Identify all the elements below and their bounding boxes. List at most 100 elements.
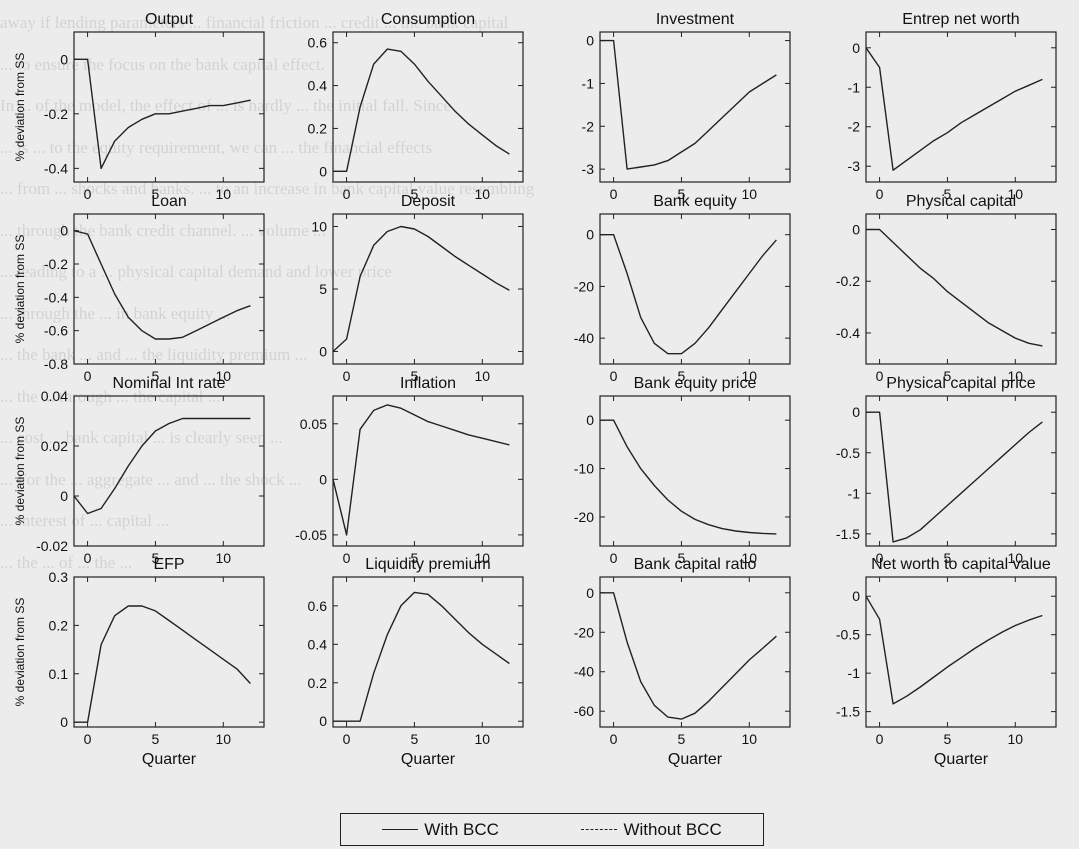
y-tick-label: 0.2: [49, 617, 69, 633]
x-tick-label: 10: [741, 368, 757, 384]
axes-box: [599, 31, 791, 183]
y-tick-label: -0.2: [836, 273, 860, 289]
y-tick-label: -40: [574, 330, 594, 346]
x-tick-label: 0: [84, 368, 92, 384]
x-tick-label: 0: [84, 731, 92, 747]
y-tick-label: 0.4: [308, 78, 328, 94]
x-tick-label: 5: [944, 186, 952, 202]
subplot-consumption: Consumption 0 5 10 0 0.2 0.4 0.6: [308, 11, 524, 202]
axes-box: [73, 395, 265, 547]
subplot-bank-equity: Bank equity 0 5 10 0 -20 -40: [574, 193, 791, 384]
x-tick-label: 10: [741, 731, 757, 747]
subplot-deposit: Deposit 0 5 10 0 5 10: [311, 193, 524, 384]
subplot-title: Bank equity: [653, 193, 737, 210]
y-tick-label: -20: [574, 509, 594, 525]
subplot-title: Bank equity price: [634, 375, 757, 392]
subplot-efp: EFP 0 5 10 0.3 0.2 0.1 0 % deviation from SS Quar…: [13, 556, 265, 768]
x-tick-label: 10: [741, 186, 757, 202]
y-tick-label: -0.5: [836, 445, 860, 461]
y-axis-label: % deviation from SS: [13, 235, 27, 344]
subplot-title: Net worth to capital value: [871, 556, 1051, 573]
x-tick-label: 5: [152, 550, 160, 566]
x-tick-label: 5: [411, 186, 419, 202]
axes-box: [332, 31, 524, 183]
background-text-line: ... through the ... in bank equity ...: [0, 303, 231, 323]
series-line-with-bcc: [332, 225, 510, 353]
y-axis-label: % deviation from SS: [13, 417, 27, 526]
y-tick-label: 0: [852, 222, 860, 238]
subplot-title: Deposit: [401, 193, 456, 210]
series-line-with-bcc: [74, 605, 251, 723]
y-tick-label: 0.6: [308, 35, 328, 51]
subplot-title: Nominal Int rate: [113, 375, 226, 392]
y-tick-label: 0: [60, 223, 68, 239]
axes-box: [599, 576, 791, 728]
x-tick-label: 5: [152, 368, 160, 384]
subplot-title: Inflation: [400, 375, 456, 392]
y-tick-label: 0: [60, 51, 68, 67]
x-axis-label: Quarter: [934, 751, 989, 768]
background-text-line: ... interest of ... capital ...: [0, 511, 170, 530]
x-tick-label: 10: [215, 731, 231, 747]
subplot-physical-capital-price: Physical capital price 0 5 10 0 -0.5 -1 -1.5: [836, 375, 1057, 566]
x-tick-label: 10: [215, 550, 231, 566]
series-line-with-bcc: [600, 592, 777, 720]
x-tick-label: 0: [876, 186, 884, 202]
y-tick-label: -0.8: [44, 356, 68, 372]
y-tick-label: -0.6: [44, 323, 68, 339]
x-tick-label: 10: [1007, 550, 1023, 566]
x-tick-label: 10: [474, 550, 490, 566]
axes-box: [865, 213, 1057, 365]
y-tick-label: -2: [848, 119, 861, 135]
x-tick-label: 0: [876, 731, 884, 747]
subplot-physical-capital: Physical capital 0 5 10 0 -0.2 -0.4: [836, 193, 1057, 384]
axes-box: [599, 395, 791, 547]
x-tick-label: 0: [610, 186, 618, 202]
x-tick-label: 5: [678, 368, 686, 384]
y-tick-label: -1: [848, 485, 861, 501]
x-tick-label: 5: [411, 368, 419, 384]
x-tick-label: 10: [474, 731, 490, 747]
axes-box: [865, 31, 1057, 183]
x-tick-label: 0: [343, 186, 351, 202]
subplot-entrep-net-worth: Entrep net worth 0 5 10 0 -1 -2 -3: [848, 11, 1057, 202]
series-line-with-bcc: [865, 47, 1043, 171]
subplot-title: Output: [145, 11, 194, 28]
y-tick-label: 0: [586, 227, 594, 243]
axes-box: [73, 213, 265, 365]
x-tick-label: 0: [84, 186, 92, 202]
y-tick-label: -40: [574, 664, 594, 680]
y-tick-label: -20: [574, 624, 594, 640]
legend-swatch-solid: [382, 829, 419, 830]
series-line-with-bcc: [600, 419, 777, 535]
series-line-with-bcc: [866, 228, 1043, 347]
x-tick-label: 0: [876, 368, 884, 384]
x-tick-label: 5: [678, 550, 686, 566]
subplot-nominal-int-rate: Nominal Int rate 0 5 10 0.04 0.02 0 -0.02 % devi…: [13, 375, 265, 566]
series-line-with-bcc: [600, 39, 777, 170]
subplot-title: Physical capital: [906, 193, 1016, 210]
series-line-with-bcc: [866, 411, 1043, 543]
x-tick-label: 5: [152, 186, 160, 202]
y-tick-label: 0: [586, 412, 594, 428]
background-text-line: ... the ... of ... the ...: [0, 552, 133, 572]
background-text-line: ... from ... shocks and banks. ... to an…: [0, 179, 535, 198]
axes-box: [73, 31, 265, 183]
x-tick-label: 10: [474, 368, 490, 384]
y-axis-label: % deviation from SS: [13, 53, 27, 162]
x-tick-label: 0: [343, 368, 351, 384]
background-text-line: ... is ... to the equity requirement, we…: [0, 137, 433, 157]
x-tick-label: 0: [84, 550, 92, 566]
x-tick-label: 10: [741, 550, 757, 566]
background-text-line: ... cost ... bank capital ... is clearly…: [0, 428, 283, 447]
subplot-net-worth-to-capital-value: Net worth to capital value 0 5 10 0 -0.5 -1 -1.…: [836, 556, 1057, 768]
x-axis-label: Quarter: [142, 751, 197, 768]
x-tick-label: 5: [678, 731, 686, 747]
subplot-inflation: Inflation 0 5 10 0.05 0 -0.05: [295, 375, 524, 566]
series-line-with-bcc: [332, 404, 510, 536]
y-tick-label: 0.2: [308, 120, 328, 136]
x-tick-label: 5: [152, 731, 160, 747]
subplot-bank-equity-price: Bank equity price 0 5 10 0 -10 -20: [574, 375, 791, 566]
x-tick-label: 10: [474, 186, 490, 202]
y-tick-label: 0: [60, 488, 68, 504]
